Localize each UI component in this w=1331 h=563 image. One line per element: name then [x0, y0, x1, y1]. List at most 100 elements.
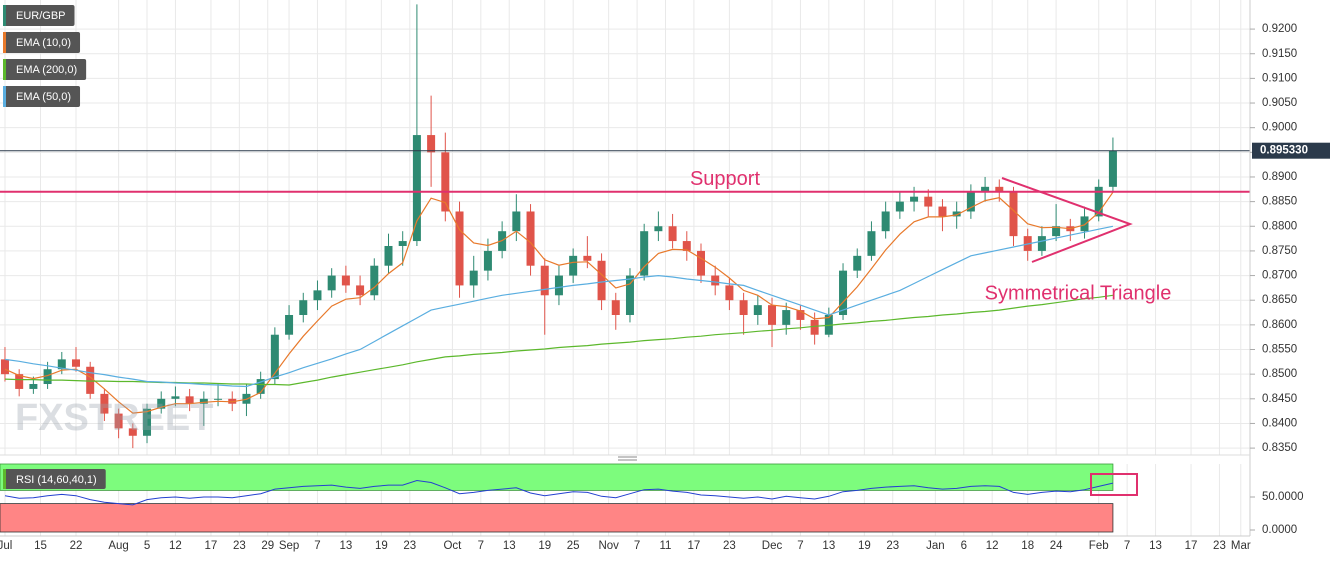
- candle-body: [668, 226, 677, 242]
- legend-swatch: [3, 469, 6, 489]
- x-tick-label: Nov: [598, 540, 619, 552]
- last-price-label: 0.895330: [1260, 145, 1308, 157]
- legend-swatch: [3, 32, 6, 53]
- x-tick-label: Jul: [0, 540, 12, 552]
- y-tick-label: 0.8750: [1262, 245, 1297, 257]
- y-tick-label: 0.9150: [1262, 48, 1297, 60]
- candle-body: [1108, 150, 1117, 187]
- x-tick-label: 7: [634, 540, 640, 552]
- y-tick-label: 0.9200: [1262, 23, 1297, 35]
- x-tick-label: Feb: [1089, 540, 1109, 552]
- candle-body: [1094, 186, 1103, 217]
- y-tick-label: 0.9100: [1262, 72, 1297, 84]
- candle-body: [270, 334, 279, 380]
- last-price-tag: [1252, 142, 1330, 159]
- legend-box: [3, 5, 75, 26]
- y-tick-label: 50.0000: [1262, 491, 1304, 503]
- candle-body: [285, 315, 294, 335]
- x-tick-label: 7: [797, 540, 803, 552]
- candle-body: [43, 369, 52, 385]
- candle-body: [597, 260, 606, 301]
- candle-body: [839, 270, 848, 315]
- candle-body: [753, 305, 762, 315]
- candle-body: [256, 379, 265, 394]
- x-tick-label: Dec: [762, 540, 783, 552]
- candle-body: [739, 300, 748, 315]
- x-tick-label: 12: [986, 540, 999, 552]
- x-tick-label: Sep: [279, 540, 299, 552]
- y-tick-label: 0.8650: [1262, 294, 1297, 306]
- x-tick-label: 19: [858, 540, 871, 552]
- ema-line: [4, 225, 1114, 388]
- x-tick-label: Aug: [108, 540, 128, 552]
- candle-body: [981, 186, 990, 192]
- candle-body: [1052, 226, 1061, 237]
- x-tick-label: 19: [538, 540, 551, 552]
- x-tick-label: 22: [70, 540, 83, 552]
- candle-body: [512, 211, 521, 232]
- x-tick-label: 7: [1124, 540, 1130, 552]
- candle-body: [441, 152, 450, 212]
- x-tick-label: 18: [1021, 540, 1034, 552]
- candle-body: [128, 428, 137, 436]
- data: [0, 4, 1250, 533]
- x-tick-label: 11: [660, 540, 672, 552]
- candle-body: [569, 255, 578, 276]
- y-tick-label: 0.8500: [1262, 368, 1297, 380]
- x-tick-label: 13: [503, 540, 516, 552]
- legend-swatch: [3, 59, 6, 80]
- legend-box: [3, 469, 106, 489]
- candle-body: [966, 191, 975, 212]
- legend-text: EMA (10,0): [16, 37, 71, 49]
- candle-body: [313, 290, 322, 301]
- candle-body: [583, 255, 592, 261]
- candle-body: [29, 384, 38, 389]
- x-tick-label: 17: [1185, 540, 1198, 552]
- candle-body: [867, 231, 876, 256]
- x-tick-label: 25: [567, 540, 580, 552]
- oversold-zone: [0, 503, 1114, 533]
- candle-body: [725, 285, 734, 301]
- legend-box: [3, 86, 81, 107]
- candle-body: [299, 300, 308, 315]
- y-tick-label: 0.9000: [1262, 122, 1297, 134]
- x-tick-label: 23: [403, 540, 416, 552]
- candle-body: [554, 275, 563, 296]
- candle-body: [114, 413, 123, 429]
- candle-body: [427, 135, 436, 153]
- candle-body: [384, 245, 393, 266]
- ema-line: [4, 191, 1114, 414]
- candle-body: [412, 135, 421, 242]
- x-tick-label: 12: [169, 540, 182, 552]
- y-tick-label: 0.8550: [1262, 344, 1297, 356]
- candle-body: [924, 196, 933, 207]
- x-tick-label: 13: [1149, 540, 1162, 552]
- y-tick-label: 0.8400: [1262, 417, 1297, 429]
- candle-body: [1080, 216, 1089, 232]
- candle-body: [768, 305, 777, 325]
- x-tick-label: 13: [822, 540, 835, 552]
- candle-body: [185, 396, 194, 404]
- candle-body: [171, 396, 180, 399]
- candle-body: [952, 211, 961, 217]
- x-tick-label: 13: [339, 540, 352, 552]
- legend-swatch: [3, 5, 6, 26]
- candle-body: [214, 398, 223, 400]
- candle-body: [995, 186, 1004, 192]
- y-tick-label: 0.8900: [1262, 171, 1297, 183]
- x-tick-label: 7: [478, 540, 484, 552]
- x-tick-label: 23: [723, 540, 736, 552]
- candle-body: [15, 374, 24, 389]
- candle-body: [483, 250, 492, 271]
- rsi-line: [4, 479, 1114, 506]
- candle-body: [810, 319, 819, 335]
- support-label: Support: [690, 168, 760, 190]
- legend-text: EMA (200,0): [16, 64, 77, 76]
- candle-body: [540, 265, 549, 296]
- candle-body: [711, 275, 720, 286]
- x-tick-label: 23: [233, 540, 246, 552]
- candle-body: [881, 211, 890, 232]
- y-tick-label: 0.8450: [1262, 393, 1297, 405]
- x-tick-label: 6: [961, 540, 967, 552]
